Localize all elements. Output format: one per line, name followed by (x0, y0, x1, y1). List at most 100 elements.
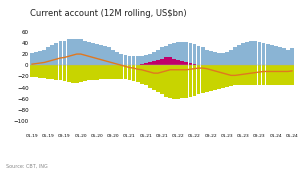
Bar (99, 45, 103, 65)
Bar (58, 65, 62, 80)
Bar (140, 64, 144, 65)
Bar (34, 52, 38, 65)
Bar (270, 45, 274, 65)
Bar (180, 42, 184, 65)
Bar (75, 65, 79, 83)
Bar (75, 65, 79, 67)
Bar (111, 50, 115, 65)
Bar (257, 65, 261, 86)
Bar (278, 65, 282, 86)
Bar (249, 65, 253, 69)
Bar (257, 42, 261, 65)
Bar (188, 63, 192, 65)
Bar (103, 65, 107, 67)
Bar (209, 65, 213, 67)
Bar (225, 65, 229, 87)
Bar (46, 65, 50, 66)
Bar (213, 52, 217, 65)
Bar (184, 65, 188, 98)
Bar (213, 65, 217, 90)
Bar (83, 65, 87, 67)
Bar (225, 65, 229, 69)
Bar (205, 65, 208, 66)
Bar (55, 43, 58, 65)
Bar (144, 63, 148, 65)
Bar (229, 50, 233, 65)
Bar (124, 65, 128, 79)
Bar (176, 60, 180, 65)
Bar (209, 51, 213, 65)
Bar (128, 65, 131, 66)
Bar (111, 65, 115, 67)
Bar (270, 65, 274, 86)
Bar (128, 65, 131, 80)
Bar (71, 39, 75, 65)
Bar (233, 47, 237, 65)
Bar (205, 65, 208, 92)
Bar (103, 46, 107, 65)
Bar (63, 65, 67, 81)
Bar (241, 43, 245, 65)
Bar (176, 42, 180, 65)
Bar (233, 65, 237, 86)
Bar (87, 42, 91, 65)
Bar (172, 43, 176, 65)
Bar (225, 52, 229, 65)
Bar (67, 39, 70, 65)
Bar (148, 62, 152, 65)
Text: Source: CBT, ING: Source: CBT, ING (6, 164, 48, 169)
Bar (262, 43, 266, 65)
Bar (245, 65, 249, 86)
Bar (282, 65, 286, 86)
Text: Current account (12M rolling, US$bn): Current account (12M rolling, US$bn) (30, 9, 187, 18)
Bar (152, 61, 156, 65)
Bar (237, 45, 241, 65)
Bar (270, 65, 274, 69)
Bar (144, 65, 148, 86)
Bar (172, 58, 176, 65)
Bar (50, 65, 54, 67)
Bar (209, 65, 213, 91)
Bar (91, 65, 95, 80)
Bar (63, 41, 67, 65)
Bar (286, 50, 290, 65)
Bar (99, 65, 103, 79)
Bar (180, 65, 184, 98)
Bar (42, 65, 46, 78)
Bar (87, 65, 91, 80)
Bar (55, 65, 58, 80)
Bar (30, 65, 34, 66)
Bar (282, 48, 286, 65)
Bar (156, 60, 160, 65)
Bar (262, 65, 266, 69)
Bar (262, 65, 266, 86)
Bar (201, 65, 205, 93)
Bar (116, 52, 119, 65)
Bar (132, 65, 136, 81)
Bar (188, 65, 192, 97)
Bar (63, 65, 67, 67)
Bar (254, 41, 257, 65)
Bar (249, 65, 253, 86)
Bar (286, 65, 290, 69)
Bar (42, 50, 46, 65)
Bar (188, 43, 192, 65)
Bar (95, 65, 99, 67)
Bar (201, 47, 205, 65)
Bar (164, 57, 168, 65)
Bar (140, 65, 144, 84)
Bar (290, 65, 294, 86)
Bar (217, 53, 221, 65)
Bar (116, 65, 119, 67)
Bar (58, 41, 62, 65)
Bar (55, 65, 58, 67)
Bar (266, 65, 269, 86)
Bar (286, 65, 290, 86)
Bar (50, 65, 54, 79)
Bar (136, 65, 140, 82)
Bar (116, 65, 119, 79)
Bar (164, 46, 168, 65)
Bar (128, 56, 131, 65)
Bar (107, 65, 111, 67)
Bar (282, 65, 286, 69)
